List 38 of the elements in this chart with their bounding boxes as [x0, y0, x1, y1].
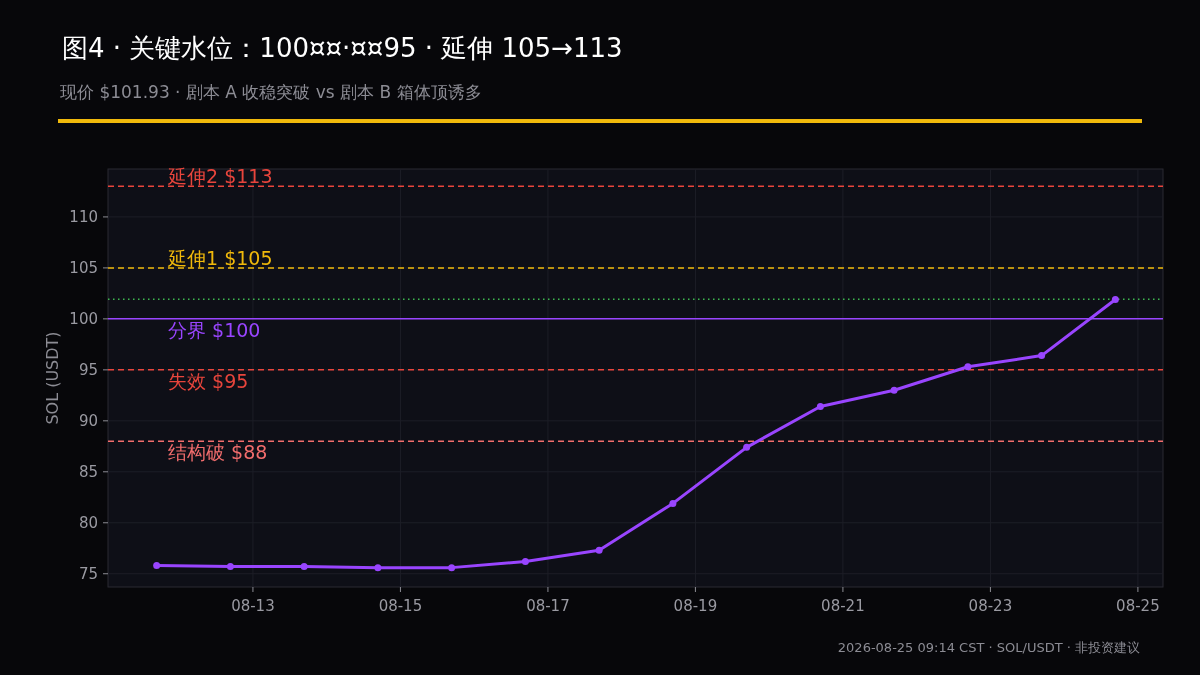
point: [448, 564, 456, 572]
ylabel: SOL (USDT): [43, 331, 62, 425]
xtick: 08-13: [231, 597, 275, 615]
ytick: 80: [78, 513, 98, 532]
ref-label: 延伸2 $113: [168, 165, 273, 188]
annotation: 2026-08-25 09:14 CST · SOL/USDT · 非投资建议: [837, 640, 1140, 655]
ytick: 110: [69, 207, 98, 226]
xtick: 08-15: [378, 597, 423, 615]
point: [1111, 296, 1119, 303]
point: [374, 564, 382, 572]
point: [743, 443, 751, 451]
ref-label: 分界 $100: [168, 318, 261, 341]
xtick: 08-21: [821, 597, 865, 615]
xtick: 08-19: [673, 597, 718, 615]
ytick: 90: [78, 411, 98, 430]
ref-label: 失效 $95: [168, 369, 249, 392]
xtick: 08-25: [1116, 597, 1160, 615]
ytick: 85: [78, 462, 98, 481]
point: [226, 563, 234, 571]
ytick: 95: [78, 360, 98, 379]
point: [1038, 352, 1046, 360]
point: [521, 558, 529, 566]
point: [595, 546, 603, 554]
ytick: 100: [69, 309, 98, 328]
title: 图4 · 关键水位：100¤¤·¤¤95 · 延伸 105→113: [62, 33, 623, 63]
point: [964, 363, 972, 371]
point: [300, 563, 308, 571]
ref-label: 延伸1 $105: [168, 246, 273, 269]
ytick: 75: [78, 564, 98, 583]
xtick: 08-17: [526, 597, 570, 615]
ytick: 105: [69, 258, 98, 277]
ref-label: 结构破 $88: [168, 441, 268, 464]
point: [816, 403, 824, 411]
point: [890, 386, 898, 394]
xtick: 08-23: [968, 597, 1013, 615]
point: [669, 499, 677, 507]
subtitle: 现价 $101.93 · 剧本 A 收稳突破 vs 剧本 B 箱体顶诱多: [60, 82, 482, 102]
point: [153, 562, 161, 570]
